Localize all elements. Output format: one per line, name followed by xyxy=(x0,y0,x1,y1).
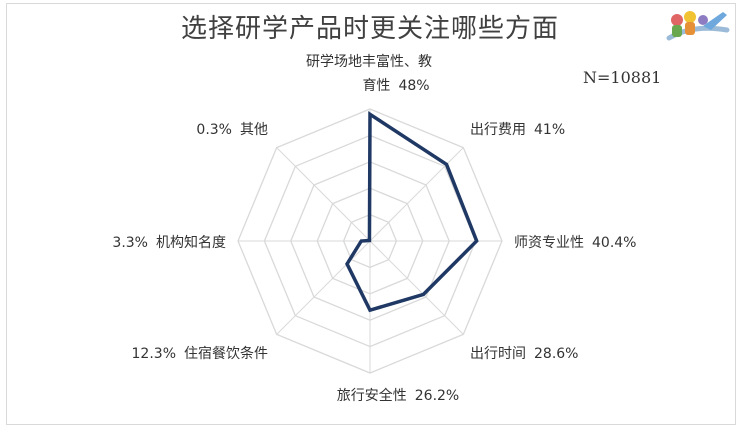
travel-logo-icon xyxy=(666,11,730,41)
value-label: 40.4% xyxy=(592,235,636,251)
category-label: 育性 xyxy=(362,78,390,94)
value-label: 48% xyxy=(398,78,429,94)
category-label: 出行费用 xyxy=(470,122,526,138)
category-label: 研学场地丰富性、教 xyxy=(306,53,432,70)
axis-label-5: 旅行安全性 26.2% xyxy=(337,387,459,404)
category-label: 其他 xyxy=(240,122,268,138)
value-label: 28.6% xyxy=(534,346,578,362)
axis-label-2: 出行费用 41% xyxy=(470,122,565,138)
grid-spoke xyxy=(276,147,371,242)
grid-spoke xyxy=(276,240,371,335)
value-label: 3.3% xyxy=(112,235,148,251)
axis-label-8: 0.3% 其他 xyxy=(196,122,268,138)
category-label: 住宿餐饮条件 xyxy=(184,345,268,362)
chart-title: 选择研学产品时更关注哪些方面 xyxy=(180,14,559,44)
axis-label-1: 育性 48% xyxy=(362,78,429,94)
category-label: 旅行安全性 xyxy=(337,387,407,404)
sample-size-label: N=10881 xyxy=(583,68,662,87)
value-label: 41% xyxy=(534,122,565,138)
category-label: 师资专业性 xyxy=(514,235,584,251)
category-label: 机构知名度 xyxy=(156,234,226,251)
axis-label-7: 3.3% 机构知名度 xyxy=(112,234,226,251)
axis-label-1: 研学场地丰富性、教 xyxy=(306,53,432,70)
axis-label-4: 出行时间 28.6% xyxy=(470,346,578,362)
axis-label-3: 师资专业性 40.4% xyxy=(514,235,636,251)
value-label: 26.2% xyxy=(415,388,459,404)
axis-label-6: 12.3% 住宿餐饮条件 xyxy=(132,345,268,362)
value-label: 0.3% xyxy=(196,122,232,138)
category-label: 出行时间 xyxy=(470,346,526,362)
grid-spoke xyxy=(369,240,464,335)
value-label: 12.3% xyxy=(132,346,176,362)
series-line xyxy=(345,111,479,313)
